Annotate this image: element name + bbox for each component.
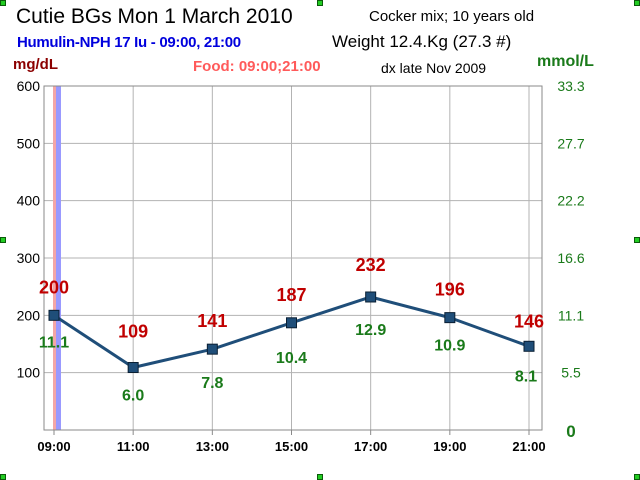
y-tick-label-right: 5.5 — [561, 365, 581, 381]
y-tick-label-right: 33.3 — [557, 78, 584, 94]
resize-handle-bottom-right[interactable] — [634, 474, 640, 480]
food-time-band — [53, 86, 56, 430]
resize-handle-bottom[interactable] — [317, 474, 323, 480]
weight-note: Weight 12.4.Kg (27.3 #) — [332, 32, 512, 51]
y-tick-label-right: 22.2 — [557, 193, 584, 209]
food-note: Food: 09:00;21:00 — [193, 58, 321, 75]
data-point-marker[interactable] — [48, 309, 60, 321]
data-label-mmol: 10.9 — [434, 338, 465, 355]
y-tick-label-right: 27.7 — [557, 135, 584, 151]
data-label-mgdl: 200 — [39, 277, 69, 297]
data-point-marker[interactable] — [206, 343, 218, 355]
y-tick-label-left: 300 — [17, 250, 41, 266]
x-tick-label: 15:00 — [275, 439, 308, 454]
plot-frame — [43, 85, 543, 431]
y-tick-label-left: 200 — [17, 307, 41, 323]
y-tick-label-left: 100 — [17, 365, 41, 381]
insulin-time-band — [56, 86, 61, 430]
data-label-mgdl: 196 — [435, 280, 465, 300]
y-tick-label-left: 600 — [17, 78, 41, 94]
y-axis-left-label: mg/dL — [13, 56, 58, 73]
data-label-mmol: 6.0 — [122, 388, 144, 405]
data-point-marker[interactable] — [286, 317, 297, 329]
resize-handle-right[interactable] — [634, 237, 640, 243]
resize-handle-top-left[interactable] — [0, 0, 6, 6]
x-tick-label: 11:00 — [117, 439, 150, 454]
data-label-mgdl: 146 — [514, 311, 544, 331]
data-label-mmol: 7.8 — [201, 375, 223, 392]
data-label-mgdl: 141 — [197, 311, 227, 331]
x-tick-label: 19:00 — [433, 439, 466, 454]
resize-handle-top[interactable] — [317, 0, 323, 6]
data-point-marker[interactable] — [523, 340, 535, 352]
resize-handle-top-right[interactable] — [634, 0, 640, 6]
resize-handle-bottom-left[interactable] — [0, 474, 6, 480]
data-label-mgdl: 232 — [356, 255, 386, 275]
y-axis-right-label: mmol/L — [537, 53, 594, 70]
data-label-mmol: 12.9 — [355, 322, 386, 339]
data-label-mmol: 10.4 — [276, 350, 307, 367]
chart-title: Cutie BGs Mon 1 March 2010 — [16, 5, 293, 28]
y-tick-label-right: 11.1 — [558, 307, 584, 323]
y-tick-label-right: 16.6 — [557, 250, 584, 266]
resize-handle-left[interactable] — [0, 237, 6, 243]
y-tick-label-right: 0 — [566, 422, 575, 441]
diagnosis-note: dx late Nov 2009 — [381, 60, 487, 76]
x-tick-label: 21:00 — [512, 439, 545, 454]
data-label-mgdl: 109 — [118, 322, 148, 342]
data-point-marker[interactable] — [365, 291, 377, 303]
data-label-mmol: 8.1 — [515, 368, 537, 385]
data-label-mmol: 11.1 — [39, 334, 69, 351]
data-point-marker[interactable] — [127, 362, 139, 374]
y-tick-label-left: 400 — [17, 193, 41, 209]
x-tick-label: 09:00 — [37, 439, 70, 454]
data-point-marker[interactable] — [444, 312, 456, 324]
x-tick-label: 17:00 — [354, 439, 387, 454]
breed-note: Cocker mix; 10 years old — [369, 8, 535, 25]
insulin-note: Humulin-NPH 17 Iu - 09:00, 21:00 — [17, 34, 241, 51]
x-tick-label: 13:00 — [196, 439, 229, 454]
y-tick-label-left: 500 — [17, 135, 41, 151]
data-label-mgdl: 187 — [276, 285, 306, 305]
